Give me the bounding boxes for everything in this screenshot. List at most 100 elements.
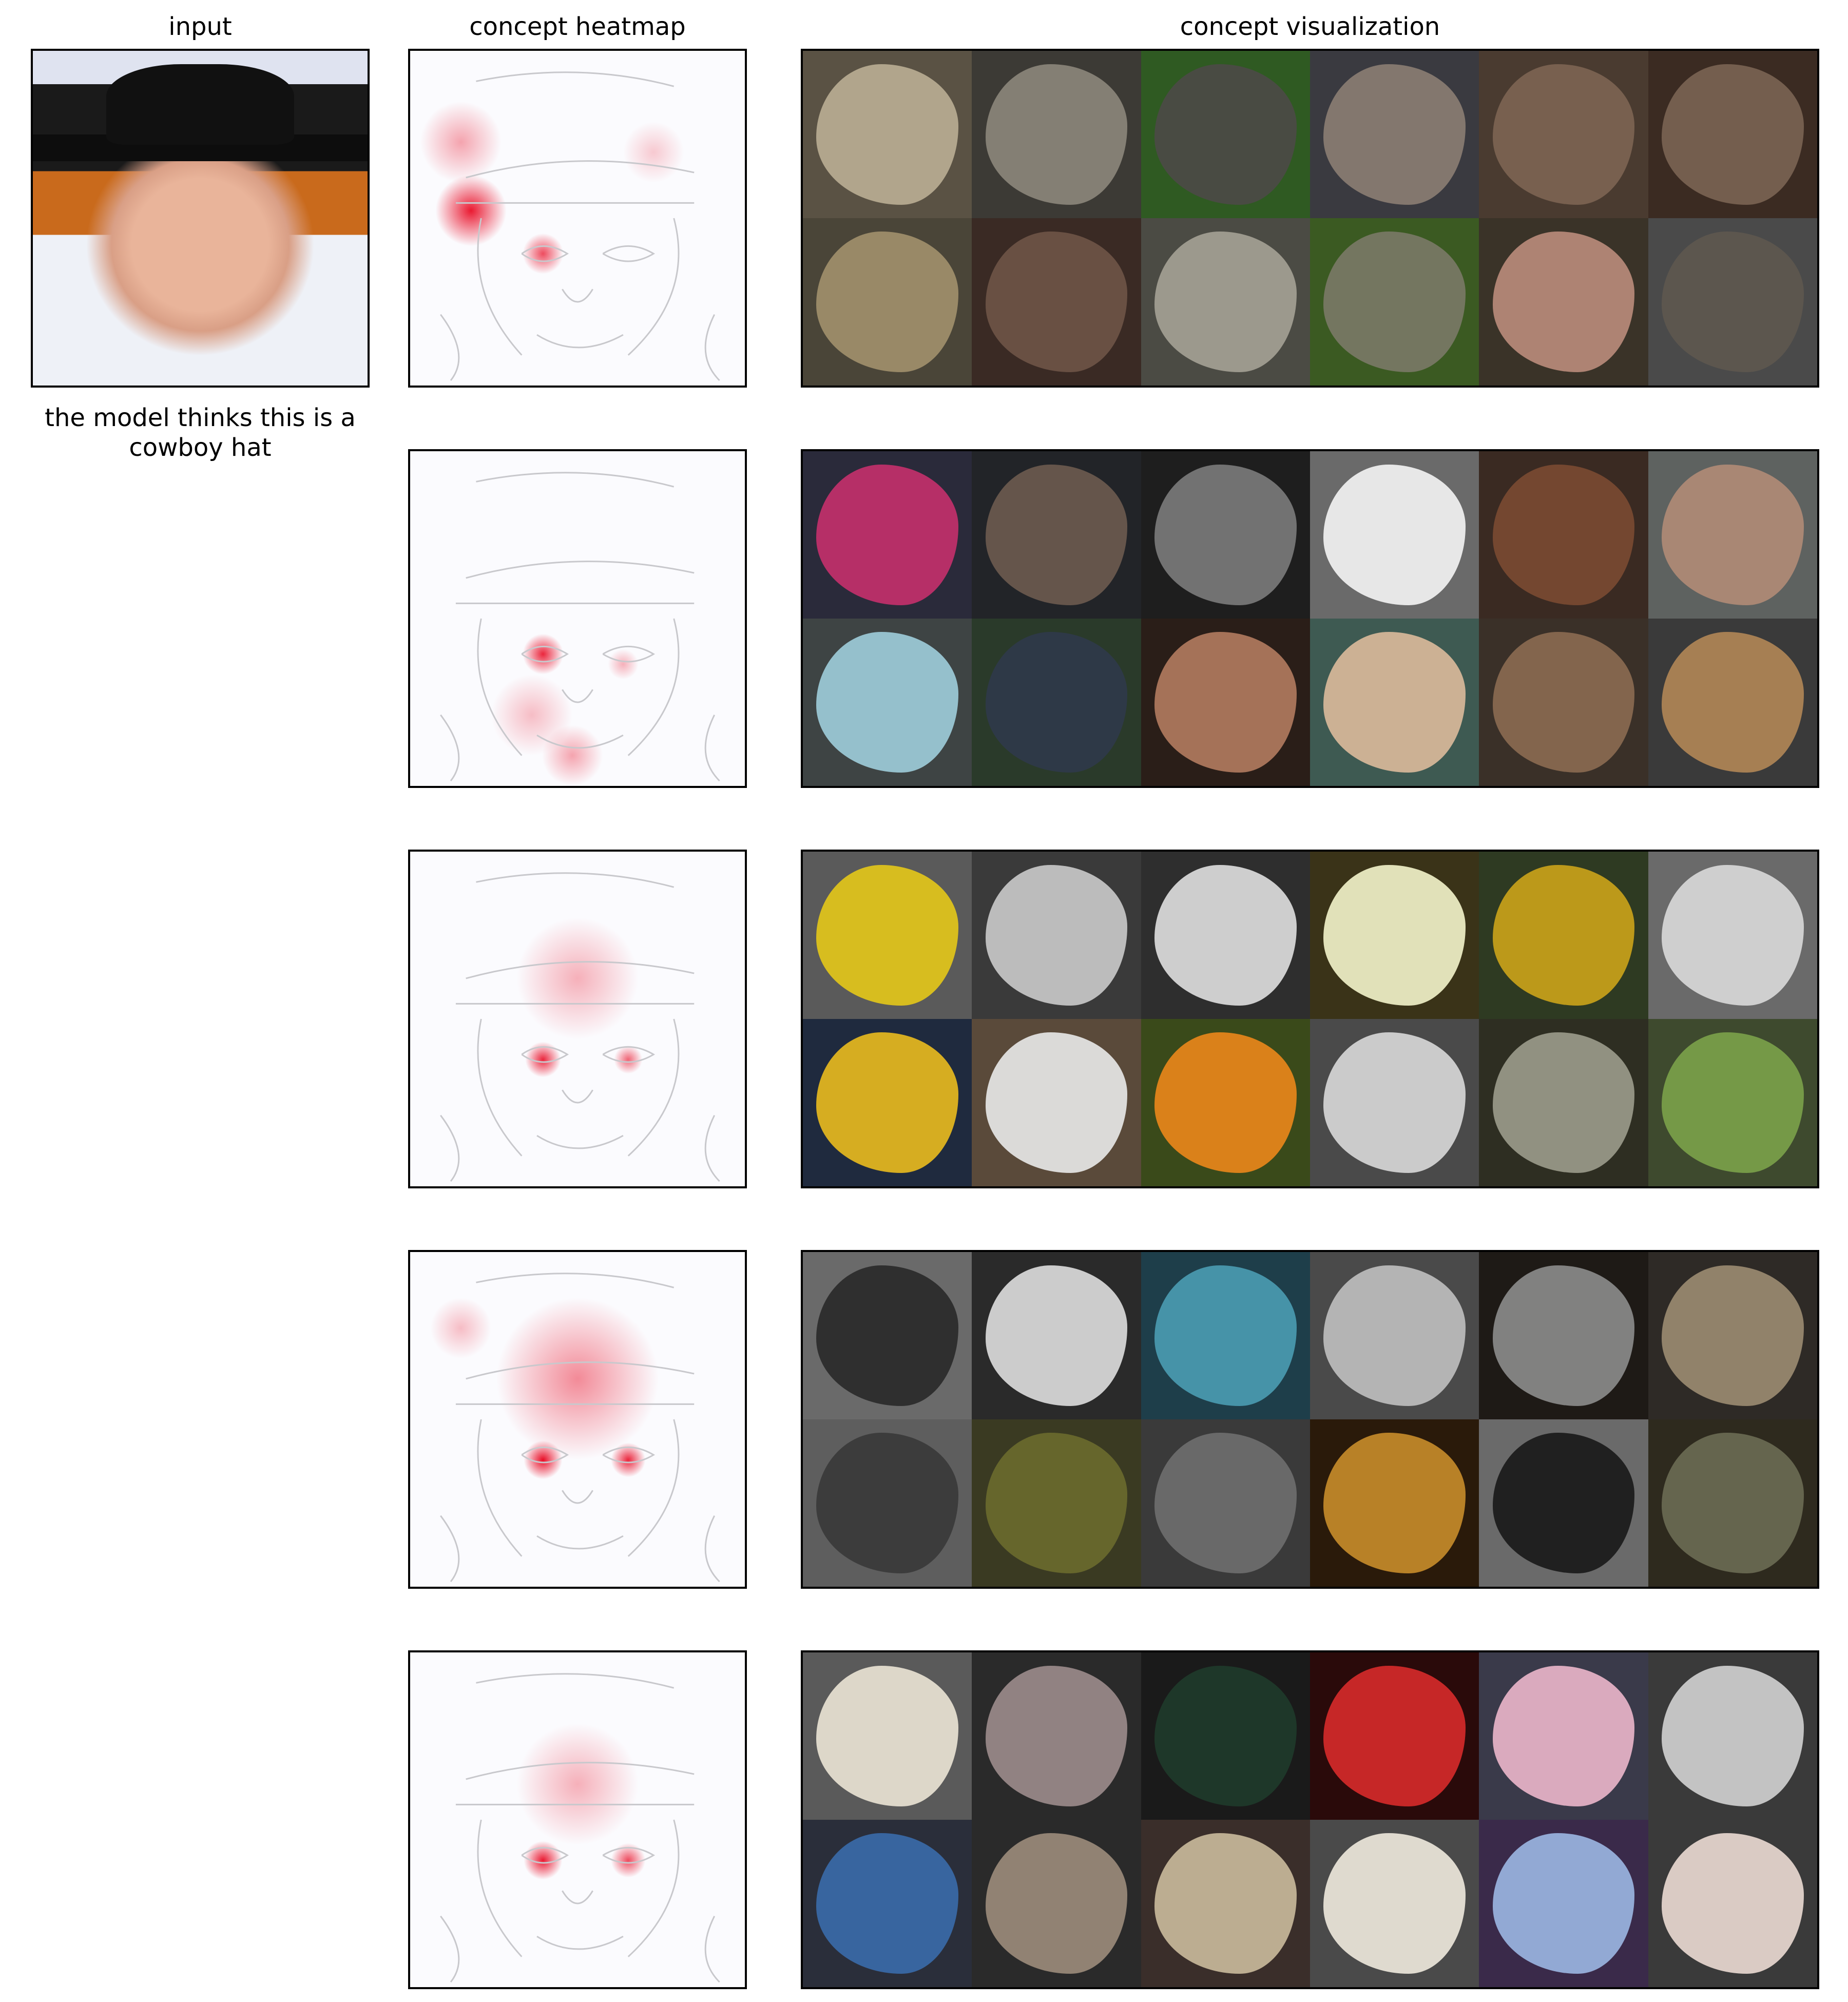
concept-example-tile bbox=[1310, 1252, 1479, 1419]
concept-example-tile bbox=[1479, 451, 1648, 619]
edge-sketch-line bbox=[521, 1046, 569, 1063]
concept-region bbox=[1323, 64, 1466, 205]
edge-sketch-line bbox=[562, 288, 593, 303]
edge-sketch-line bbox=[466, 1361, 695, 1380]
heat-spot bbox=[614, 1045, 643, 1074]
concept-region bbox=[816, 1032, 958, 1173]
prediction-caption: the model thinks this is a cowboy hat bbox=[45, 403, 356, 462]
edge-sketch-line bbox=[562, 689, 593, 703]
heatmap-canvas bbox=[420, 71, 720, 381]
concept-example-tile bbox=[1310, 619, 1479, 786]
concept-example-tile bbox=[972, 218, 1141, 386]
concept-region bbox=[1154, 632, 1297, 773]
edge-sketch-line bbox=[704, 1115, 720, 1182]
concept-example-tile bbox=[1648, 1820, 1817, 1987]
concept-example-tile bbox=[1479, 1252, 1648, 1419]
concept-region bbox=[1662, 1433, 1804, 1573]
heat-spot bbox=[523, 633, 564, 675]
heat-spot bbox=[496, 1297, 659, 1460]
concept-region bbox=[1492, 1032, 1635, 1173]
concept-example-tile bbox=[1479, 51, 1648, 218]
concept-example-tile bbox=[1141, 1419, 1310, 1587]
edge-sketch-line bbox=[704, 314, 720, 381]
edge-sketch-line bbox=[602, 1846, 656, 1864]
edge-sketch-line bbox=[477, 618, 523, 756]
concept-region bbox=[1662, 865, 1804, 1006]
edge-sketch-line bbox=[627, 218, 680, 356]
concept-example-tile bbox=[803, 51, 972, 218]
concept-example-tile bbox=[972, 852, 1141, 1019]
concept-region bbox=[985, 1265, 1128, 1406]
concept-example-tile bbox=[803, 619, 972, 786]
concept-example-tile bbox=[972, 1820, 1141, 1987]
heat-spot bbox=[435, 175, 507, 246]
heat-spot bbox=[608, 649, 639, 680]
concept-example-tile bbox=[803, 451, 972, 619]
concept-region bbox=[1492, 1433, 1635, 1573]
edge-sketch-line bbox=[476, 1673, 675, 1689]
edge-sketch-line bbox=[521, 1846, 569, 1864]
concept-region bbox=[1662, 1265, 1804, 1406]
input-image bbox=[31, 49, 370, 388]
concept-region bbox=[1492, 1833, 1635, 1974]
concept-example-tile bbox=[972, 619, 1141, 786]
edge-sketch-line bbox=[627, 1018, 680, 1157]
concept-example-tile bbox=[1648, 451, 1817, 619]
concept-example-tile bbox=[972, 1652, 1141, 1820]
concept-region bbox=[1323, 632, 1466, 773]
edge-sketch-line bbox=[602, 1046, 656, 1063]
concept-region bbox=[816, 1265, 958, 1406]
concept-example-tile bbox=[1141, 1652, 1310, 1820]
concept-example-tile bbox=[1479, 1652, 1648, 1820]
edge-sketch-line bbox=[440, 714, 460, 782]
edge-sketch-line bbox=[476, 472, 675, 488]
concept-example-tile bbox=[1310, 218, 1479, 386]
edge-sketch-line bbox=[466, 561, 695, 579]
edge-sketch-line bbox=[466, 1762, 695, 1780]
concept-example-tile bbox=[1648, 1252, 1817, 1419]
concept-example-tile bbox=[1648, 51, 1817, 218]
hat-crown bbox=[106, 64, 294, 145]
edge-sketch-line bbox=[521, 1446, 569, 1464]
edge-sketch-line bbox=[704, 715, 720, 782]
concept-example-tile bbox=[803, 218, 972, 386]
heat-spot bbox=[516, 1723, 639, 1845]
concept-example-tile bbox=[803, 1019, 972, 1186]
concept-region bbox=[816, 865, 958, 1006]
concept-region bbox=[1492, 232, 1635, 372]
concept-region bbox=[1492, 1666, 1635, 1806]
edge-sketch-line bbox=[440, 1915, 460, 1983]
concept-region bbox=[1154, 1265, 1297, 1406]
concept-example-tile bbox=[1479, 619, 1648, 786]
edge-sketch-line bbox=[536, 1535, 624, 1550]
concept-example-tile bbox=[1310, 451, 1479, 619]
concept-region bbox=[1154, 64, 1297, 205]
concept-region bbox=[1492, 632, 1635, 773]
concept-example-tile bbox=[803, 852, 972, 1019]
edge-sketch-line bbox=[536, 334, 624, 349]
edge-sketch-line bbox=[536, 734, 624, 749]
heat-spot bbox=[420, 101, 502, 183]
concept-region bbox=[816, 1433, 958, 1573]
concept-region bbox=[816, 1666, 958, 1806]
heatmap-column-title: concept heatmap bbox=[469, 12, 686, 41]
edge-sketch-line bbox=[466, 160, 695, 179]
concept-region bbox=[816, 64, 958, 205]
concept-example-tile bbox=[1141, 1019, 1310, 1186]
concept-region bbox=[985, 1666, 1128, 1806]
concept-region bbox=[985, 632, 1128, 773]
concept-region bbox=[1323, 865, 1466, 1006]
concept-example-tile bbox=[1648, 1019, 1817, 1186]
concept-example-tile bbox=[1141, 1252, 1310, 1419]
concept-visualization-1 bbox=[801, 49, 1819, 388]
concept-region bbox=[816, 465, 958, 605]
edge-sketch-line bbox=[602, 1446, 656, 1464]
concept-region bbox=[1662, 465, 1804, 605]
visualization-column-title: concept visualization bbox=[1180, 12, 1440, 41]
concept-example-tile bbox=[1648, 218, 1817, 386]
concept-example-tile bbox=[1141, 619, 1310, 786]
concept-example-tile bbox=[1141, 451, 1310, 619]
concept-example-tile bbox=[1310, 1019, 1479, 1186]
concept-region bbox=[1154, 1666, 1297, 1806]
edge-sketch-line bbox=[477, 218, 523, 356]
